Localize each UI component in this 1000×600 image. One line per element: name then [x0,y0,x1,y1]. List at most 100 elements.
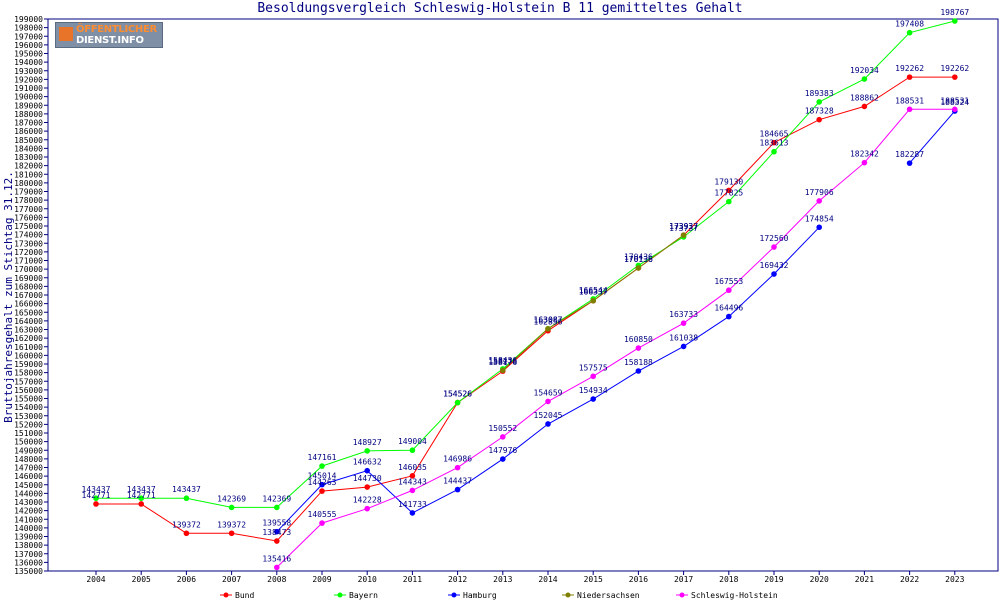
y-axis-ticks: 1350001360001370001380001390001400001410… [14,15,48,576]
y-tick-label: 152000 [14,420,43,429]
data-label: 144263 [308,478,337,487]
y-tick-label: 160000 [14,351,43,360]
legend-label: Bayern [349,591,378,600]
x-tick-label: 2004 [86,575,105,584]
data-label: 157575 [579,363,608,372]
data-label: 158176 [488,358,517,367]
x-tick-label: 2022 [900,575,919,584]
y-tick-label: 162000 [14,334,43,343]
legend-label: Schleswig-Holstein [691,591,778,600]
data-label: 142369 [262,494,291,503]
x-tick-label: 2019 [764,575,783,584]
data-label: 140555 [308,510,337,519]
y-tick-label: 157000 [14,377,43,386]
data-label: 197408 [895,20,924,29]
legend-marker [337,592,343,598]
series-lines [96,20,956,568]
y-tick-label: 197000 [14,32,43,41]
data-label: 142369 [217,494,246,503]
legend-marker [565,592,571,598]
data-point [861,76,868,82]
y-tick-label: 176000 [14,213,43,222]
legend-marker [223,592,229,598]
data-label: 174854 [805,214,834,223]
data-point [816,99,822,105]
data-label: 163733 [669,310,698,319]
data-label: 179130 [714,177,743,186]
y-tick-label: 174000 [14,231,43,240]
data-label: 169432 [760,261,789,270]
data-point [319,520,325,526]
data-label: 166544 [579,286,608,295]
y-tick-label: 182000 [14,162,43,171]
x-tick-label: 2011 [403,575,422,584]
data-point [409,473,416,479]
data-label: 160850 [624,335,653,344]
y-tick-label: 164000 [14,317,43,326]
x-tick-label: 2014 [538,575,557,584]
data-point [93,495,99,502]
data-point [771,271,777,277]
y-tick-label: 165000 [14,308,43,317]
data-label: 145014 [308,472,337,481]
x-tick-label: 2009 [312,575,331,584]
y-tick-label: 159000 [14,360,43,369]
y-tick-label: 177000 [14,205,43,214]
data-point [726,287,732,294]
data-point [726,313,732,320]
y-tick-label: 195000 [14,50,43,59]
data-label: 144437 [443,477,472,486]
x-tick-label: 2012 [448,575,467,584]
data-label: 142228 [353,496,382,505]
y-tick-label: 147000 [14,464,43,473]
y-tick-label: 156000 [14,386,43,395]
y-tick-label: 198000 [14,24,43,33]
y-tick-label: 192000 [14,75,43,84]
data-point [274,564,280,571]
data-label: 192034 [850,66,879,75]
y-tick-label: 179000 [14,188,43,197]
data-label: 187328 [805,107,834,116]
data-label: 142771 [127,491,156,500]
data-label: 154659 [534,388,563,397]
data-point [500,367,506,374]
data-label: 167553 [714,277,743,286]
data-point [274,538,280,544]
y-tick-label: 187000 [14,119,43,128]
data-label: 184665 [760,130,789,139]
series-line-0 [96,76,955,542]
legend-label: Hamburg [463,591,497,600]
data-point [545,398,551,405]
y-tick-label: 172000 [14,248,43,257]
y-tick-label: 138000 [14,541,43,550]
data-label: 170436 [624,252,653,261]
data-label: 146632 [353,458,382,467]
data-point [771,244,777,250]
data-point [364,467,371,474]
data-point [952,106,958,113]
data-label: 142771 [82,491,111,500]
data-label: 172560 [760,234,789,243]
x-tick-label: 2006 [177,575,196,584]
y-axis-label: Bruttojahresgehalt zum Stichtag 31.12. [2,171,15,423]
data-label: 138473 [262,528,291,537]
x-tick-label: 2020 [810,575,829,584]
y-tick-label: 183000 [14,153,43,162]
x-tick-label: 2005 [132,575,151,584]
data-point [364,484,371,490]
logo-line-2: DIENST.INFO [76,35,144,46]
data-point [590,373,596,380]
data-point [816,198,822,204]
y-tick-label: 173000 [14,239,43,248]
y-tick-label: 199000 [14,15,43,24]
data-label: 192262 [940,64,969,73]
data-point [816,224,822,231]
y-tick-label: 161000 [14,343,43,352]
data-label: 149004 [398,437,427,446]
logo-mark-icon [59,27,73,41]
data-label: 143437 [127,485,156,494]
data-point [138,501,144,507]
data-label: 173737 [669,224,698,233]
data-label: 177906 [805,188,834,197]
data-label: 143437 [172,485,201,494]
